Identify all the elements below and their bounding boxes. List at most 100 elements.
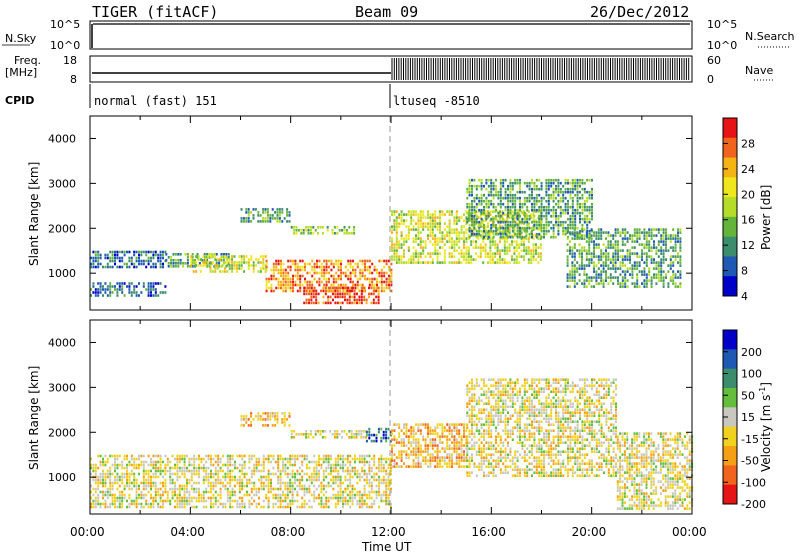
velocity-cell [291,493,294,497]
power-cell [564,220,567,224]
power-cell [521,190,524,194]
velocity-cell [238,502,241,506]
power-cell [434,219,437,222]
velocity-cell [368,484,371,488]
power-cell [629,258,631,261]
power-cell [339,289,342,293]
power-cell [393,210,396,213]
power-cell [552,199,555,203]
power-cell [123,262,126,266]
velocity-cell [229,490,232,494]
power-cell [443,243,446,246]
power-cell [191,259,194,262]
power-cell [235,267,238,270]
velocity-cell [267,490,270,494]
power-cell [648,279,651,282]
velocity-cell [368,478,371,482]
power-cell [674,246,677,249]
power-cell [645,255,648,258]
power-cell [490,223,493,227]
velocity-cell [109,454,112,458]
velocity-cell [422,450,425,453]
power-cell [576,196,579,200]
power-cell [417,234,420,237]
power-cell [491,237,494,240]
velocity-cell [339,454,342,458]
velocity-cell [186,484,188,488]
power-cell [436,261,439,264]
velocity-cell [419,432,422,435]
power-cell [150,259,152,263]
power-cell [407,213,410,216]
power-cell [147,262,150,266]
velocity-cell [321,430,324,433]
velocity-cell [169,487,172,491]
power-cell [207,261,210,264]
velocity-cell [178,487,181,491]
power-cell [491,210,494,213]
power-cell [376,280,378,284]
velocity-cell [214,481,217,485]
power-cell [491,219,494,222]
power-cell [471,199,473,203]
power-cell [571,246,574,249]
power-cell [502,235,505,239]
velocity-cell [198,469,200,473]
power-cell [398,255,401,258]
velocity-cell [375,496,378,500]
power-cell [289,280,292,284]
velocity-cell [322,502,325,506]
power-cell [513,252,516,255]
velocity-cell [373,472,376,476]
power-cell [448,231,451,234]
power-cell [504,190,507,194]
power-cell [591,208,593,212]
power-cell [383,274,386,278]
power-cell [679,243,682,246]
velocity-cell [390,490,392,494]
velocity-cell [121,466,124,470]
power-cell [419,255,422,258]
velocity-cell [248,454,251,458]
power-cell [304,280,306,284]
velocity-cell [190,505,193,509]
velocity-cell [339,496,342,500]
power-cell [492,232,495,236]
power-cell [358,298,361,302]
power-cell [591,178,593,182]
velocity-cell [200,466,203,470]
power-cell [581,228,583,231]
power-cell [483,223,485,227]
velocity-cell [439,441,441,444]
power-cell [102,265,104,269]
velocity-cell [282,493,284,497]
velocity-cell [186,469,188,473]
power-cell [633,228,636,231]
velocity-cell [380,469,383,473]
power-cell [650,282,653,285]
power-cell [451,231,453,234]
power-cell [465,210,468,213]
power-cell [629,234,631,237]
velocity-cell [279,472,282,476]
velocity-cell [164,487,167,491]
velocity-cell [363,499,366,503]
power-cell [516,235,519,239]
velocity-cell [157,454,160,458]
power-cell [495,187,497,191]
power-cell [531,190,533,194]
power-cell [540,235,543,239]
velocity-cell [296,490,299,494]
power-cell [434,213,437,216]
velocity-cell [97,475,100,479]
power-cell [276,214,279,217]
power-cell [557,232,560,236]
power-cell [152,282,155,285]
power-cell [235,264,238,267]
power-cell [480,178,483,182]
power-cell [458,231,461,234]
velocity-cell [222,484,224,488]
power-cell [509,205,512,209]
power-cell [593,255,595,258]
power-cell [526,184,529,188]
